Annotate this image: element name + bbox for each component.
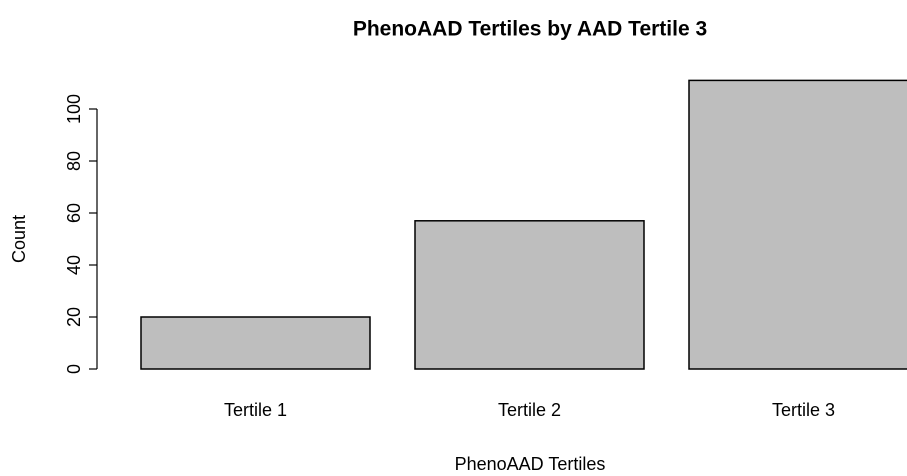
y-axis-label: Count	[9, 215, 29, 263]
bar	[140, 316, 371, 370]
y-tick-label: 40	[64, 255, 84, 275]
y-tick-label: 100	[64, 94, 84, 124]
y-tick-label: 0	[64, 364, 84, 374]
x-tick-label: Tertile 2	[498, 400, 561, 420]
chart-title: PhenoAAD Tertiles by AAD Tertile 3	[353, 18, 707, 41]
x-tick-label: Tertile 1	[224, 400, 287, 420]
bar	[414, 220, 645, 370]
y-tick-label: 60	[64, 203, 84, 223]
y-tick-label: 20	[64, 307, 84, 327]
bar	[688, 79, 907, 370]
x-axis-label: PhenoAAD Tertiles	[455, 454, 606, 474]
x-tick-label: Tertile 3	[772, 400, 835, 420]
y-tick-label: 80	[64, 151, 84, 171]
